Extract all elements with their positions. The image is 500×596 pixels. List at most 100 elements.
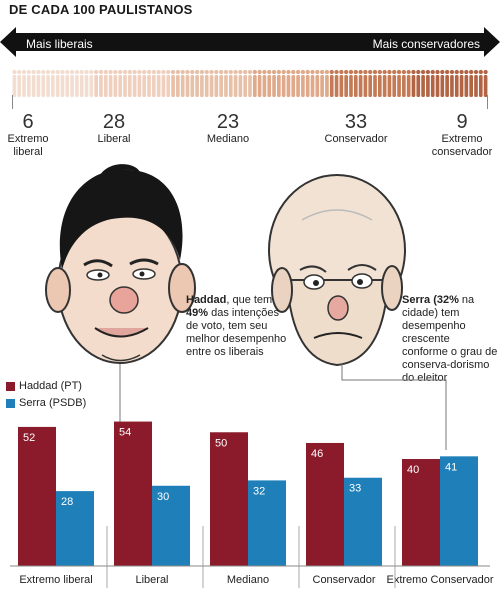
serra-caricature	[268, 174, 406, 367]
segment-label: Extremo	[7, 133, 49, 145]
segment-label: conservador	[431, 146, 493, 158]
bar-value-label: 50	[215, 437, 227, 449]
person-icon	[324, 69, 330, 97]
segment-tick	[487, 95, 488, 109]
person-icon	[84, 69, 89, 97]
person-icon	[204, 69, 209, 97]
bar-value-label: 30	[157, 491, 169, 503]
person-icon	[137, 69, 142, 97]
person-icon	[161, 69, 166, 97]
person-icon	[372, 69, 378, 97]
person-icon	[339, 69, 344, 97]
bar-value-label: 40	[407, 464, 419, 476]
person-icon	[416, 69, 421, 97]
person-icon	[257, 69, 262, 97]
person-icon	[469, 69, 474, 97]
segment-value: 28	[102, 111, 126, 133]
person-icon	[396, 69, 402, 97]
person-icon	[473, 69, 479, 97]
segment-label: Extremo	[441, 133, 483, 145]
bar-value-label: 52	[23, 432, 35, 444]
person-icon	[199, 69, 205, 97]
person-icon	[329, 69, 334, 97]
person-icon	[334, 69, 339, 97]
liberal-conservative-arrow	[0, 27, 500, 57]
person-icon	[377, 69, 382, 97]
person-icon	[267, 69, 272, 97]
person-icon	[55, 69, 60, 97]
person-icon	[358, 69, 363, 97]
person-icon	[464, 69, 469, 97]
segment-value: 23	[216, 111, 240, 133]
person-icon	[118, 69, 123, 97]
person-icon	[238, 69, 243, 97]
segment-value: 9	[456, 111, 468, 133]
category-label: Liberal	[135, 574, 168, 586]
bar-serra	[344, 477, 382, 566]
person-icon	[382, 69, 387, 97]
segment-label: Mediano	[206, 133, 250, 145]
person-icon	[425, 69, 431, 97]
bar-serra	[56, 491, 94, 566]
person-icon	[363, 69, 368, 97]
segment-label: Conservador	[324, 133, 388, 145]
person-icon	[387, 69, 392, 97]
person-icon	[233, 69, 238, 97]
person-icon	[180, 69, 185, 97]
person-icon	[185, 69, 190, 97]
person-icon	[368, 69, 373, 97]
bar-haddad	[114, 421, 152, 566]
serra-text: na cidade) tem desempenho crescente conf…	[402, 294, 498, 384]
person-icon	[98, 69, 104, 97]
person-icon	[45, 69, 51, 97]
person-icon	[12, 69, 17, 97]
person-icon	[459, 69, 464, 97]
person-icon	[89, 69, 94, 97]
person-icon	[17, 69, 22, 97]
person-icon	[271, 69, 277, 97]
person-icon	[252, 69, 257, 97]
bar-chart: 52 28 Extremo liberal 54 30 Liberal 50 32 Median…	[10, 421, 494, 588]
person-icon	[315, 69, 320, 97]
legend-swatch-haddad	[6, 381, 15, 391]
person-icon	[41, 69, 46, 97]
segment-value: 33	[344, 111, 368, 133]
person-icon	[310, 69, 315, 97]
person-icon	[228, 69, 233, 97]
person-icon	[247, 69, 253, 97]
haddad-caricature	[45, 164, 196, 364]
person-icon	[343, 69, 349, 97]
person-icon	[151, 69, 157, 97]
person-icon	[65, 69, 70, 97]
person-icon	[444, 69, 450, 97]
person-icon	[175, 69, 181, 97]
bar-serra	[440, 456, 478, 566]
legend-label: Haddad (PT)	[19, 380, 82, 392]
person-icon	[295, 69, 301, 97]
bar-haddad	[18, 426, 56, 566]
person-icon	[214, 69, 219, 97]
person-icon	[209, 69, 214, 97]
person-icon	[300, 69, 306, 97]
bar-value-label: 46	[311, 448, 323, 460]
serra-name: Serra (32%	[402, 294, 459, 306]
person-icon	[478, 69, 483, 97]
person-icon	[218, 69, 224, 97]
bar-haddad	[402, 459, 440, 566]
segment-label: Liberal	[97, 133, 131, 145]
category-label: Mediano	[227, 574, 269, 586]
legend-haddad: Haddad (PT)	[6, 380, 82, 392]
person-icon	[435, 69, 440, 97]
category-label: Conservador	[313, 574, 376, 586]
haddad-name: Haddad	[186, 294, 227, 306]
segment-extremo-liberal: 6 Extremo liberal	[4, 111, 52, 159]
legend-swatch-serra	[6, 398, 15, 408]
person-icon	[243, 69, 248, 97]
person-icon	[449, 69, 455, 97]
person-icon	[108, 69, 113, 97]
person-icon	[31, 69, 36, 97]
person-icon	[36, 69, 41, 97]
serra-caption: Serra (32% na cidade) tem desempenho cre…	[402, 294, 498, 385]
person-icon	[79, 69, 84, 97]
person-icon	[281, 69, 286, 97]
